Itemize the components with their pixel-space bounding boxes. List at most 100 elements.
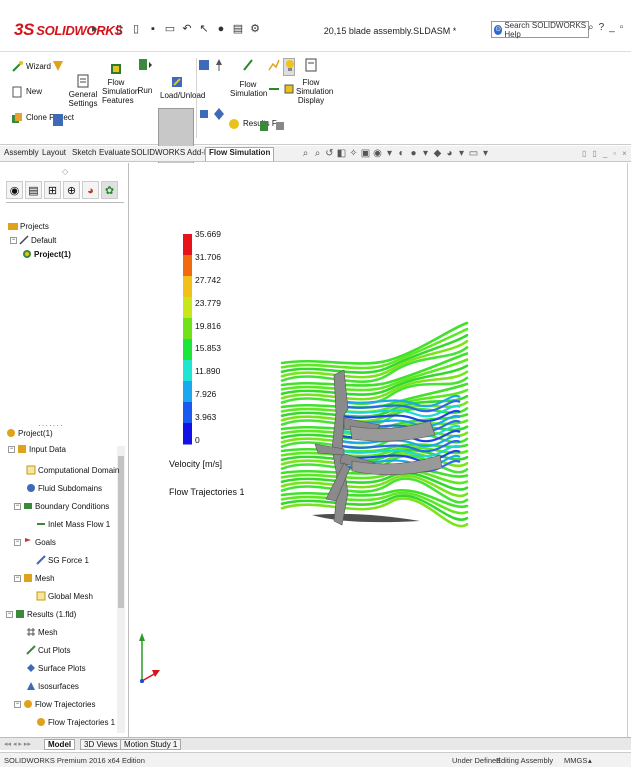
tree-item-input-data[interactable]: − Input Data bbox=[8, 444, 66, 454]
tree-item-boundary-conditions[interactable]: − Boundary Conditions bbox=[14, 501, 110, 511]
feature-manager-tab-icon[interactable]: ◉ bbox=[6, 181, 23, 199]
scenes-icon[interactable]: ▾ bbox=[458, 148, 465, 159]
collapse-icon[interactable]: − bbox=[6, 610, 13, 618]
tree-scrollbar-thumb[interactable] bbox=[118, 456, 124, 608]
file-properties-icon[interactable]: ▤ bbox=[232, 23, 244, 35]
minimize-icon[interactable]: _ bbox=[609, 22, 615, 33]
view-settings-icon[interactable]: ▾ bbox=[422, 148, 429, 159]
zoom-area-icon[interactable]: ⌕ bbox=[314, 148, 321, 159]
options-icon[interactable]: ⚙ bbox=[250, 23, 260, 35]
section-view-icon[interactable]: ◧ bbox=[336, 148, 347, 159]
status-units[interactable]: MMGS bbox=[564, 756, 588, 765]
new-document-icon[interactable]: ▯ bbox=[115, 23, 123, 35]
pin-button[interactable] bbox=[213, 58, 225, 74]
tab-flow-simulation[interactable]: Flow Simulation bbox=[205, 147, 275, 161]
search-magnifier-icon[interactable]: ⌕ bbox=[588, 22, 594, 33]
tab-layout[interactable]: Layout bbox=[42, 148, 67, 157]
tree-item-projects[interactable]: Projects bbox=[8, 221, 49, 231]
flow-simulation-display-button[interactable]: Flow Simulation Display bbox=[296, 58, 333, 105]
collapse-icon[interactable]: − bbox=[14, 538, 21, 546]
dynamic-annotation-icon[interactable]: ✧ bbox=[349, 148, 358, 159]
display-settings-button[interactable] bbox=[274, 119, 286, 135]
tree-item-project-root[interactable]: Project(1) bbox=[6, 428, 53, 438]
panel-splitter[interactable]: ······· bbox=[0, 421, 129, 430]
tree-item-computational-domain[interactable]: Computational Domain bbox=[26, 465, 119, 475]
wizard-button[interactable]: Wizard bbox=[11, 61, 51, 73]
flow-project-icon-btn[interactable] bbox=[48, 59, 68, 75]
general-settings-button[interactable]: General Settings bbox=[62, 74, 104, 108]
restore-icon[interactable]: ▫ bbox=[619, 22, 624, 33]
select-icon[interactable]: ↖ bbox=[199, 23, 209, 35]
edit-appearance-icon[interactable]: ◐ bbox=[398, 148, 405, 159]
tab-solidworks-addins[interactable]: SOLIDWORKS Add-Ins bbox=[131, 148, 215, 157]
dimxpert-tab-icon[interactable]: ⊕ bbox=[63, 181, 80, 199]
save-icon[interactable]: ▪ bbox=[151, 23, 155, 35]
doc-minimize-icon[interactable]: _ bbox=[602, 149, 608, 158]
report-button[interactable] bbox=[258, 119, 270, 135]
tree-item-inlet-mass-flow[interactable]: Inlet Mass Flow 1 bbox=[36, 519, 110, 529]
flow-arrow-button[interactable] bbox=[268, 82, 280, 98]
collapse-icon[interactable]: − bbox=[10, 236, 17, 244]
tree-item-global-mesh[interactable]: Global Mesh bbox=[36, 591, 93, 601]
tree-item-isosurfaces[interactable]: Isosurfaces bbox=[26, 681, 79, 691]
doc-restore-icon[interactable]: ▫ bbox=[613, 149, 617, 158]
tree-item-fluid-subdomains[interactable]: Fluid Subdomains bbox=[26, 483, 102, 493]
tile-2-icon[interactable]: ▯ bbox=[592, 149, 597, 158]
display-style-icon[interactable]: ◉ bbox=[373, 148, 382, 159]
rebuild-icon[interactable]: ● bbox=[217, 23, 225, 35]
results-summary-button[interactable] bbox=[198, 107, 210, 123]
hide-show-icon[interactable]: ▾ bbox=[386, 148, 393, 159]
task-pane-edge[interactable] bbox=[627, 163, 631, 737]
graph-button[interactable] bbox=[268, 58, 280, 74]
tree-item-cut-plots[interactable]: Cut Plots bbox=[26, 645, 70, 655]
render-icon[interactable]: ◆ bbox=[433, 148, 442, 159]
tree-item-results-mesh[interactable]: Mesh bbox=[26, 627, 58, 637]
tab-scroll-arrows-icon[interactable]: ◂◂ ◂ ▸ ▸▸ bbox=[4, 741, 31, 748]
appearance-icon[interactable]: ◕ bbox=[446, 148, 453, 159]
tile-icon[interactable]: ▯ bbox=[582, 149, 587, 158]
monitor-menu-icon[interactable]: ▾ bbox=[482, 148, 489, 159]
flow-analysis-tree-tab-icon[interactable]: ✿ bbox=[101, 181, 118, 199]
config-manager-tab-icon[interactable]: ⊞ bbox=[44, 181, 61, 199]
clone-project-button[interactable]: Clone Project bbox=[11, 112, 74, 124]
new-project-button[interactable]: New bbox=[11, 86, 42, 98]
apply-scene-icon[interactable]: ● bbox=[410, 148, 417, 159]
display-cube-button[interactable] bbox=[283, 82, 295, 98]
tree-item-mesh[interactable]: − Mesh bbox=[14, 573, 55, 583]
collapse-icon[interactable]: − bbox=[14, 574, 21, 582]
display-manager-tab-icon[interactable]: ◕ bbox=[82, 181, 99, 199]
zoom-fit-icon[interactable]: ⌕ bbox=[302, 148, 309, 159]
tree-item-results[interactable]: − Results (1.fld) bbox=[6, 609, 77, 619]
panel-grip-icon[interactable]: ◇ bbox=[62, 167, 69, 176]
collapse-icon[interactable]: − bbox=[8, 445, 15, 453]
tab-assembly[interactable]: Assembly bbox=[4, 148, 39, 157]
doc-close-icon[interactable]: × bbox=[622, 149, 627, 158]
property-manager-tab-icon[interactable]: ▤ bbox=[25, 181, 42, 199]
flow-simulation-features-button[interactable]: Flow Simulation Features bbox=[102, 62, 139, 105]
open-icon[interactable]: ▯ bbox=[132, 23, 140, 35]
save-results-button[interactable] bbox=[198, 58, 210, 74]
collapse-icon[interactable]: − bbox=[14, 700, 21, 708]
flow-sim-diamond-button[interactable] bbox=[213, 107, 225, 123]
monitor-icon[interactable]: ▭ bbox=[468, 148, 479, 159]
tree-item-surface-plots[interactable]: Surface Plots bbox=[26, 663, 86, 673]
help-menu[interactable]: ? bbox=[598, 22, 605, 33]
tab-3d-views[interactable]: 3D Views bbox=[80, 739, 122, 750]
previous-view-icon[interactable]: ↺ bbox=[325, 148, 334, 159]
tree-item-project[interactable]: Project(1) bbox=[22, 249, 71, 259]
undo-icon[interactable]: ↶ bbox=[182, 23, 192, 35]
help-search-box[interactable]: ⊙ Search SOLIDWORKS Help bbox=[491, 21, 589, 39]
tree-item-default[interactable]: − Default bbox=[10, 235, 57, 245]
collapse-icon[interactable]: − bbox=[14, 502, 21, 510]
tab-model[interactable]: Model bbox=[44, 739, 76, 750]
tab-evaluate[interactable]: Evaluate bbox=[99, 148, 131, 157]
units-dropdown-icon[interactable]: ▴ bbox=[588, 756, 592, 765]
menu-expand-icon[interactable]: ▸ bbox=[92, 23, 98, 35]
tree-item-goals[interactable]: − Goals bbox=[14, 537, 56, 547]
tab-sketch[interactable]: Sketch bbox=[72, 148, 97, 157]
flow-simulation-button[interactable]: Flow Simulation bbox=[230, 58, 267, 98]
tree-item-flow-trajectories[interactable]: − Flow Trajectories bbox=[14, 699, 96, 709]
solidworks-logo[interactable]: 3S SOLIDWORKS bbox=[14, 20, 123, 39]
calculator-button[interactable] bbox=[52, 113, 64, 129]
view-orientation-icon[interactable]: ▣ bbox=[360, 148, 371, 159]
